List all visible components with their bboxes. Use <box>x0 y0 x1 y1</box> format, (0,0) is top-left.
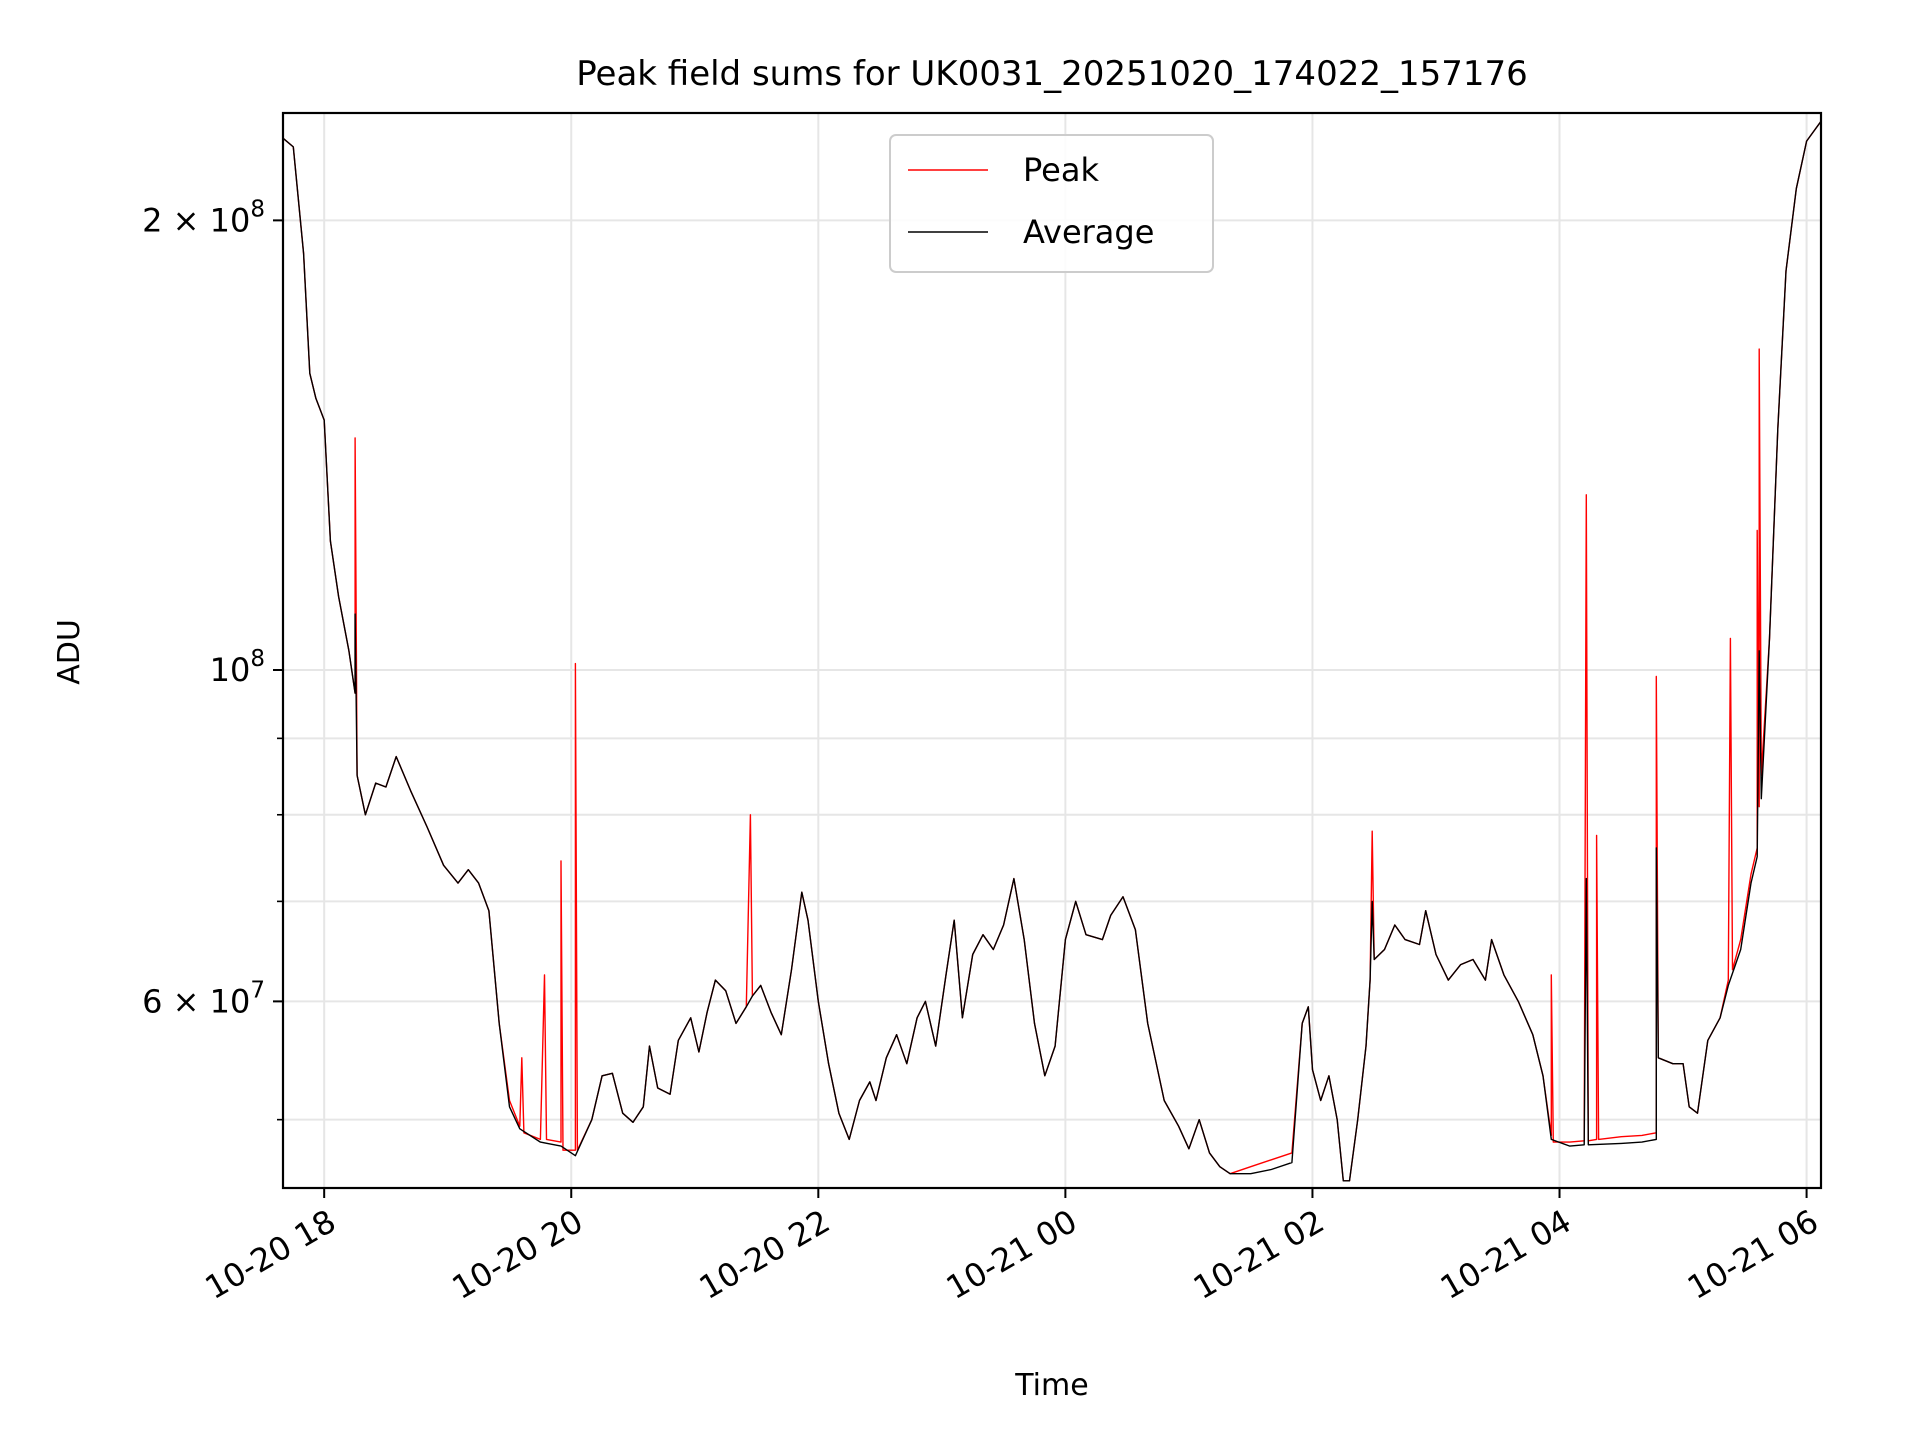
x-axis-label: Time <box>1014 1368 1088 1403</box>
y-axis-ticks: 2 × 108 108 6 × 107 <box>142 196 283 1121</box>
chart-title: Peak field sums for UK0031_20251020_1740… <box>576 54 1528 94</box>
plot-frame <box>281 111 1823 1190</box>
plot-series <box>282 120 1822 1182</box>
series-line-average <box>282 120 1822 1182</box>
legend-label-average: Average <box>1023 213 1154 251</box>
legend: Peak Average <box>889 134 1214 273</box>
y-axis-label: ADU <box>52 619 87 685</box>
y-tick-label: 6 × 107 <box>142 977 265 1020</box>
y-tick-label: 2 × 108 <box>142 196 265 239</box>
legend-label-peak: Peak <box>1023 151 1099 189</box>
y-tick-label: 108 <box>210 646 265 689</box>
grid <box>283 113 1821 1188</box>
